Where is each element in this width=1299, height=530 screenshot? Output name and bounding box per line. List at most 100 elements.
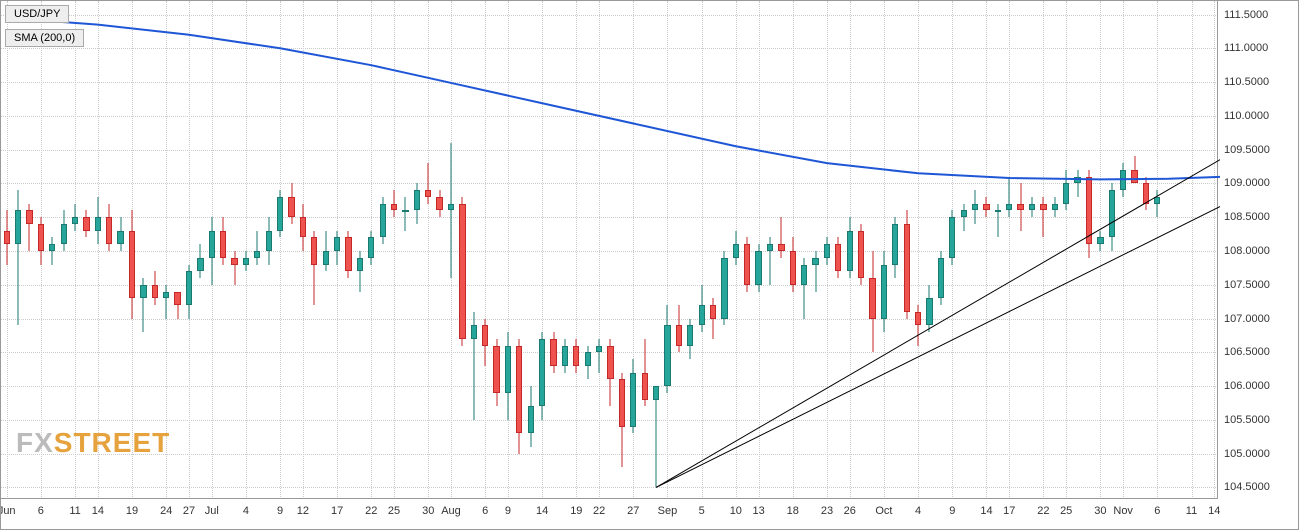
candle[interactable]	[653, 1, 659, 501]
candle[interactable]	[687, 1, 693, 501]
candle[interactable]	[174, 1, 180, 501]
candle[interactable]	[243, 1, 249, 501]
candle[interactable]	[904, 1, 910, 501]
candle[interactable]	[801, 1, 807, 501]
candle[interactable]	[528, 1, 534, 501]
candle[interactable]	[1052, 1, 1058, 501]
candle[interactable]	[15, 1, 21, 501]
candle[interactable]	[915, 1, 921, 501]
candle[interactable]	[869, 1, 875, 501]
candle[interactable]	[334, 1, 340, 501]
candle[interactable]	[357, 1, 363, 501]
candle[interactable]	[607, 1, 613, 501]
candle[interactable]	[721, 1, 727, 501]
candle[interactable]	[254, 1, 260, 501]
candle[interactable]	[83, 1, 89, 501]
plot-area[interactable]: USD/JPY SMA (200,0) FXSTREET	[1, 1, 1218, 499]
candle[interactable]	[596, 1, 602, 501]
candle[interactable]	[630, 1, 636, 501]
candle[interactable]	[858, 1, 864, 501]
candle[interactable]	[676, 1, 682, 501]
candle[interactable]	[585, 1, 591, 501]
candle[interactable]	[220, 1, 226, 501]
candle[interactable]	[482, 1, 488, 501]
candle[interactable]	[1154, 1, 1160, 501]
candle[interactable]	[4, 1, 10, 501]
candle[interactable]	[209, 1, 215, 501]
candle[interactable]	[425, 1, 431, 501]
candle[interactable]	[277, 1, 283, 501]
candle[interactable]	[1017, 1, 1023, 501]
candle[interactable]	[972, 1, 978, 501]
candle[interactable]	[493, 1, 499, 501]
candle[interactable]	[72, 1, 78, 501]
candle[interactable]	[186, 1, 192, 501]
candle[interactable]	[140, 1, 146, 501]
candle[interactable]	[539, 1, 545, 501]
candle[interactable]	[961, 1, 967, 501]
candle[interactable]	[1040, 1, 1046, 501]
candle[interactable]	[767, 1, 773, 501]
candle[interactable]	[448, 1, 454, 501]
candle[interactable]	[642, 1, 648, 501]
candle[interactable]	[345, 1, 351, 501]
candle[interactable]	[664, 1, 670, 501]
candle[interactable]	[733, 1, 739, 501]
candle[interactable]	[61, 1, 67, 501]
candle[interactable]	[505, 1, 511, 501]
candle[interactable]	[197, 1, 203, 501]
candle[interactable]	[38, 1, 44, 501]
candle[interactable]	[1143, 1, 1149, 501]
candle[interactable]	[49, 1, 55, 501]
candle[interactable]	[106, 1, 112, 501]
candlestick-chart[interactable]: USD/JPY SMA (200,0) FXSTREET 104.5000105…	[0, 0, 1299, 530]
candle[interactable]	[949, 1, 955, 501]
candle[interactable]	[573, 1, 579, 501]
candle[interactable]	[436, 1, 442, 501]
candle[interactable]	[95, 1, 101, 501]
candle[interactable]	[983, 1, 989, 501]
candle[interactable]	[1131, 1, 1137, 501]
candle[interactable]	[391, 1, 397, 501]
candle[interactable]	[744, 1, 750, 501]
candle[interactable]	[995, 1, 1001, 501]
candle[interactable]	[550, 1, 556, 501]
candle[interactable]	[288, 1, 294, 501]
candle[interactable]	[129, 1, 135, 501]
candle[interactable]	[1109, 1, 1115, 501]
candle[interactable]	[710, 1, 716, 501]
candle[interactable]	[790, 1, 796, 501]
candle[interactable]	[881, 1, 887, 501]
candle[interactable]	[1097, 1, 1103, 501]
candle[interactable]	[414, 1, 420, 501]
candle[interactable]	[835, 1, 841, 501]
candle[interactable]	[471, 1, 477, 501]
candle[interactable]	[699, 1, 705, 501]
candle[interactable]	[26, 1, 32, 501]
candle[interactable]	[1120, 1, 1126, 501]
candle[interactable]	[562, 1, 568, 501]
candle[interactable]	[1029, 1, 1035, 501]
candle[interactable]	[323, 1, 329, 501]
candle[interactable]	[619, 1, 625, 501]
candle[interactable]	[300, 1, 306, 501]
candle[interactable]	[778, 1, 784, 501]
candle[interactable]	[824, 1, 830, 501]
candle[interactable]	[459, 1, 465, 501]
candle[interactable]	[266, 1, 272, 501]
candle[interactable]	[1063, 1, 1069, 501]
candle[interactable]	[1006, 1, 1012, 501]
candle[interactable]	[163, 1, 169, 501]
candle[interactable]	[938, 1, 944, 501]
candle[interactable]	[231, 1, 237, 501]
candle[interactable]	[755, 1, 761, 501]
candle[interactable]	[311, 1, 317, 501]
candle[interactable]	[152, 1, 158, 501]
candle[interactable]	[117, 1, 123, 501]
candle[interactable]	[1086, 1, 1092, 501]
candle[interactable]	[1074, 1, 1080, 501]
candle[interactable]	[402, 1, 408, 501]
candle[interactable]	[847, 1, 853, 501]
candle[interactable]	[368, 1, 374, 501]
candle[interactable]	[516, 1, 522, 501]
